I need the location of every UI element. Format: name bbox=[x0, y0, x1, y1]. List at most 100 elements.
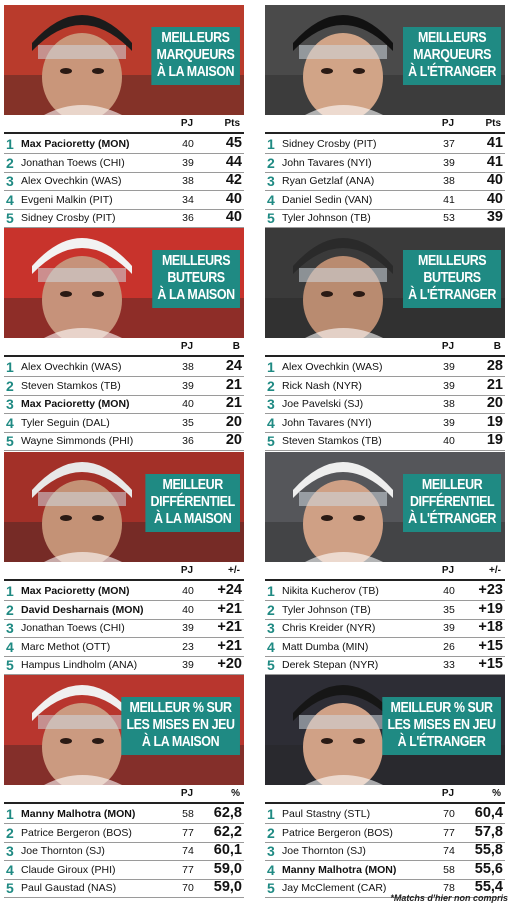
header-games-played: PJ bbox=[441, 118, 455, 129]
stat-value: +18 bbox=[478, 619, 503, 635]
games-played: 38 bbox=[182, 175, 194, 187]
panel-title-line: À L'ÉTRANGER bbox=[407, 511, 496, 527]
table-row: 5 Tyler Johnson (TB) 53 39 bbox=[265, 209, 505, 228]
table-row: 1 Nikita Kucherov (TB) 40 +23 bbox=[265, 582, 505, 601]
games-played: 35 bbox=[182, 416, 194, 429]
rank-number: 1 bbox=[267, 583, 275, 599]
games-played: 78 bbox=[443, 882, 455, 894]
panel-title-badge: MEILLEURS BUTEURS À LA MAISON bbox=[152, 250, 240, 308]
rank-number: 1 bbox=[6, 136, 14, 152]
panel-title-line: MEILLEUR % SUR bbox=[390, 700, 493, 716]
header-stat: Pts bbox=[485, 118, 501, 129]
games-played: 40 bbox=[443, 435, 455, 447]
games-played: 58 bbox=[443, 863, 455, 876]
table-row: 3 Jonathan Toews (CHI) 39 +21 bbox=[4, 619, 244, 638]
panel-title-badge: MEILLEURS BUTEURS À L'ÉTRANGER bbox=[402, 250, 501, 308]
rank-number: 2 bbox=[267, 154, 275, 171]
player-name: Evgeni Malkin (PIT) bbox=[21, 193, 113, 206]
games-played: 53 bbox=[443, 212, 455, 224]
panel-title-line: MEILLEURS bbox=[417, 253, 487, 269]
table-row: 2 Steven Stamkos (TB) 39 21 bbox=[4, 377, 244, 396]
panel-title-line: DIFFÉRENTIEL bbox=[150, 494, 236, 510]
rank-number: 3 bbox=[267, 396, 275, 412]
games-played: 70 bbox=[182, 882, 194, 894]
table-row: 2 Jonathan Toews (CHI) 39 44 bbox=[4, 154, 244, 173]
rank-number: 4 bbox=[267, 861, 275, 878]
table-row: 4 Manny Malhotra (MON) 58 55,6 bbox=[265, 861, 505, 880]
player-name: Jonathan Toews (CHI) bbox=[21, 156, 125, 169]
eye-right bbox=[92, 515, 104, 521]
eye-right bbox=[353, 68, 365, 74]
games-played: 74 bbox=[182, 845, 194, 857]
table-row: 1 Max Pacioretty (MON) 40 +24 bbox=[4, 582, 244, 601]
eye-left bbox=[60, 738, 72, 744]
player-name: Daniel Sedin (VAN) bbox=[282, 193, 373, 206]
header-stat: +/- bbox=[489, 565, 501, 576]
games-played: 33 bbox=[443, 659, 455, 671]
eye-left bbox=[321, 291, 333, 297]
table-header: PJ Pts bbox=[265, 116, 505, 134]
player-name: Sidney Crosby (PIT) bbox=[21, 212, 116, 224]
rank-number: 4 bbox=[6, 638, 14, 655]
stat-value: 20 bbox=[225, 432, 242, 448]
header-stat: B bbox=[493, 341, 501, 352]
rank-number: 1 bbox=[6, 359, 14, 375]
eye-left bbox=[60, 68, 72, 74]
stat-value: +21 bbox=[217, 600, 242, 617]
rank-number: 3 bbox=[6, 396, 14, 412]
rank-number: 4 bbox=[267, 414, 275, 431]
games-played: 39 bbox=[443, 361, 455, 373]
header-games-played: PJ bbox=[441, 788, 455, 799]
player-photo-illustration bbox=[265, 452, 505, 562]
stat-value: +23 bbox=[478, 582, 503, 598]
player-name: Sidney Crosby (PIT) bbox=[282, 138, 377, 150]
eye-right bbox=[353, 738, 365, 744]
stat-value: 21 bbox=[486, 376, 503, 393]
rank-number: 4 bbox=[6, 861, 14, 878]
games-played: 77 bbox=[443, 826, 455, 839]
panel-title-badge: MEILLEUR DIFFÉRENTIEL À LA MAISON bbox=[145, 474, 240, 532]
stat-value: 41 bbox=[486, 135, 503, 151]
jersey-shape bbox=[305, 552, 383, 562]
table-header: PJ +/- bbox=[265, 563, 505, 581]
stat-value: 20 bbox=[486, 395, 503, 411]
panel-title-line: À L'ÉTRANGER bbox=[407, 287, 496, 303]
table-row: 2 Rick Nash (NYR) 39 21 bbox=[265, 377, 505, 396]
player-name: Patrice Bergeron (BOS) bbox=[282, 826, 393, 839]
table-row: 4 John Tavares (NYI) 39 19 bbox=[265, 414, 505, 433]
rank-number: 3 bbox=[6, 843, 14, 859]
stat-value: 60,1 bbox=[213, 842, 242, 858]
games-played: 77 bbox=[182, 826, 194, 839]
table-row: 1 Manny Malhotra (MON) 58 62,8 bbox=[4, 805, 244, 824]
helmet-shape bbox=[293, 462, 393, 498]
stat-value: 28 bbox=[486, 358, 503, 374]
rank-number: 4 bbox=[6, 414, 14, 431]
games-played: 23 bbox=[182, 640, 194, 653]
player-name: Manny Malhotra (MON) bbox=[21, 808, 136, 820]
games-played: 74 bbox=[443, 845, 455, 857]
games-played: 38 bbox=[443, 398, 455, 410]
stat-value: +15 bbox=[478, 637, 503, 654]
stat-value: +24 bbox=[217, 582, 242, 598]
stat-value: 20 bbox=[225, 413, 242, 430]
panel-title-line: MEILLEUR % SUR bbox=[129, 700, 232, 716]
visor-shape bbox=[299, 492, 387, 506]
stat-value: 40 bbox=[486, 172, 503, 188]
table-row: 3 Joe Thornton (SJ) 74 60,1 bbox=[4, 842, 244, 861]
games-played: 39 bbox=[443, 416, 455, 429]
rank-number: 2 bbox=[267, 377, 275, 394]
jersey-shape bbox=[44, 328, 122, 338]
panel-title-line: LES MISES EN JEU bbox=[387, 717, 497, 733]
panel-title-badge: MEILLEURS MARQUEURS À L'ÉTRANGER bbox=[402, 27, 501, 85]
jersey-shape bbox=[44, 775, 122, 785]
rank-number: 3 bbox=[6, 173, 14, 189]
jersey-shape bbox=[44, 105, 122, 115]
games-played: 40 bbox=[443, 585, 455, 597]
player-name: Rick Nash (NYR) bbox=[282, 379, 362, 392]
games-played: 40 bbox=[182, 398, 194, 410]
stat-value: 44 bbox=[225, 153, 242, 170]
table-header: PJ B bbox=[265, 339, 505, 357]
table-row: 3 Max Pacioretty (MON) 40 21 bbox=[4, 395, 244, 414]
stat-value: 62,8 bbox=[213, 805, 242, 821]
rank-number: 2 bbox=[267, 601, 275, 618]
